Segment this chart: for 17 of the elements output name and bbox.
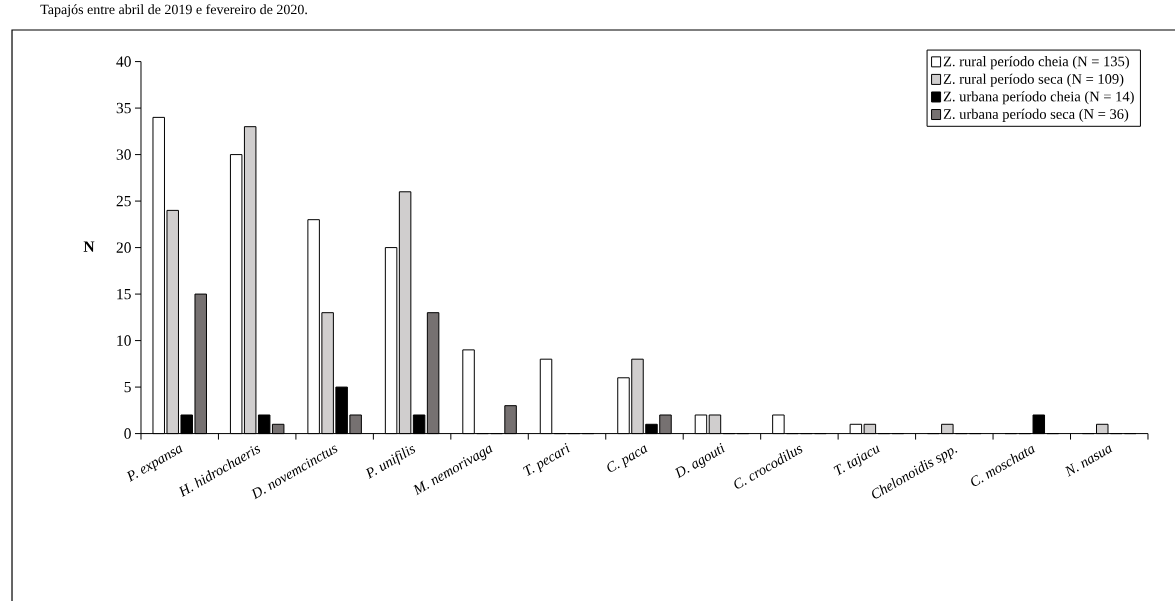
- y-tick-label: 5: [124, 381, 131, 393]
- y-tick-label: 20: [116, 242, 131, 253]
- y-axis-title: N: [83, 241, 95, 252]
- legend-label: Z. rural período seca (N = 109): [943, 73, 1124, 87]
- y-tick-label: 30: [116, 149, 131, 160]
- y-tick-label: 25: [116, 195, 131, 207]
- x-tick-label: C. paca: [607, 445, 648, 472]
- y-tick-label: 0: [124, 428, 131, 439]
- y-tick-label: 15: [117, 288, 131, 300]
- x-tick-label: N. nasua: [1065, 445, 1113, 477]
- text: Tapajós entre abril de 2019 e fevereiro de 2020.: [40, 4, 307, 18]
- legend-label: Z. urbana período cheia (N = 14): [943, 91, 1134, 105]
- y-tick-label: 10: [117, 335, 131, 346]
- legend-label: Z. urbana período seca (N = 36): [943, 108, 1129, 122]
- legend-label: Z. rural período cheia (N = 135): [943, 56, 1129, 70]
- y-tick-label: 40: [116, 56, 131, 67]
- y-tick-label: 35: [116, 102, 131, 114]
